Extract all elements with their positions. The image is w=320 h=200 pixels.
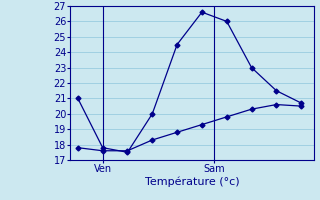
X-axis label: Température (°c): Température (°c) <box>145 177 239 187</box>
